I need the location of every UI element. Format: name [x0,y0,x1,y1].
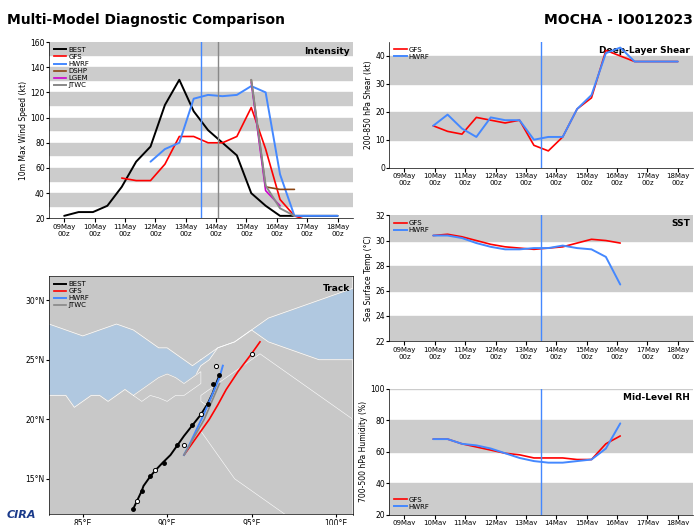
Legend: GFS, HWRF: GFS, HWRF [393,46,431,61]
Legend: BEST, GFS, HWRF, JTWC: BEST, GFS, HWRF, JTWC [52,280,91,310]
Polygon shape [206,497,226,520]
Bar [389,112,693,140]
Bar [49,92,353,105]
Bar [389,266,693,291]
Y-axis label: Sea Surface Temp (°C): Sea Surface Temp (°C) [363,235,372,321]
Y-axis label: 10m Max Wind Speed (kt): 10m Max Wind Speed (kt) [19,81,27,180]
Text: Mid-Level RH: Mid-Level RH [623,393,690,402]
Bar [49,143,353,155]
Bar [389,56,693,84]
Polygon shape [49,330,353,514]
Bar [49,168,353,181]
Text: Track: Track [323,284,350,292]
Y-axis label: 200-850 hPa Shear (kt): 200-850 hPa Shear (kt) [363,60,372,149]
Bar [389,316,693,341]
Text: Intensity: Intensity [304,47,350,56]
Text: SST: SST [671,219,690,228]
Legend: BEST, GFS, HWRF, DSHP, LGEM, JTWC: BEST, GFS, HWRF, DSHP, LGEM, JTWC [52,46,91,89]
Bar [389,483,693,514]
Legend: GFS, HWRF: GFS, HWRF [393,219,431,235]
Bar [49,42,353,55]
Polygon shape [201,354,353,514]
Y-axis label: 700-500 hPa Humidity (%): 700-500 hPa Humidity (%) [359,401,368,502]
Text: Deep-Layer Shear: Deep-Layer Shear [599,46,690,55]
Bar [389,215,693,240]
Polygon shape [134,372,201,402]
Polygon shape [49,276,353,366]
Bar [49,193,353,206]
Bar [49,67,353,80]
Text: MOCHA - IO012023: MOCHA - IO012023 [544,13,693,27]
Bar [49,118,353,130]
Text: CIRA: CIRA [7,510,36,520]
Text: Multi-Model Diagnostic Comparison: Multi-Model Diagnostic Comparison [7,13,285,27]
Legend: GFS, HWRF: GFS, HWRF [393,495,431,511]
Bar [389,420,693,451]
